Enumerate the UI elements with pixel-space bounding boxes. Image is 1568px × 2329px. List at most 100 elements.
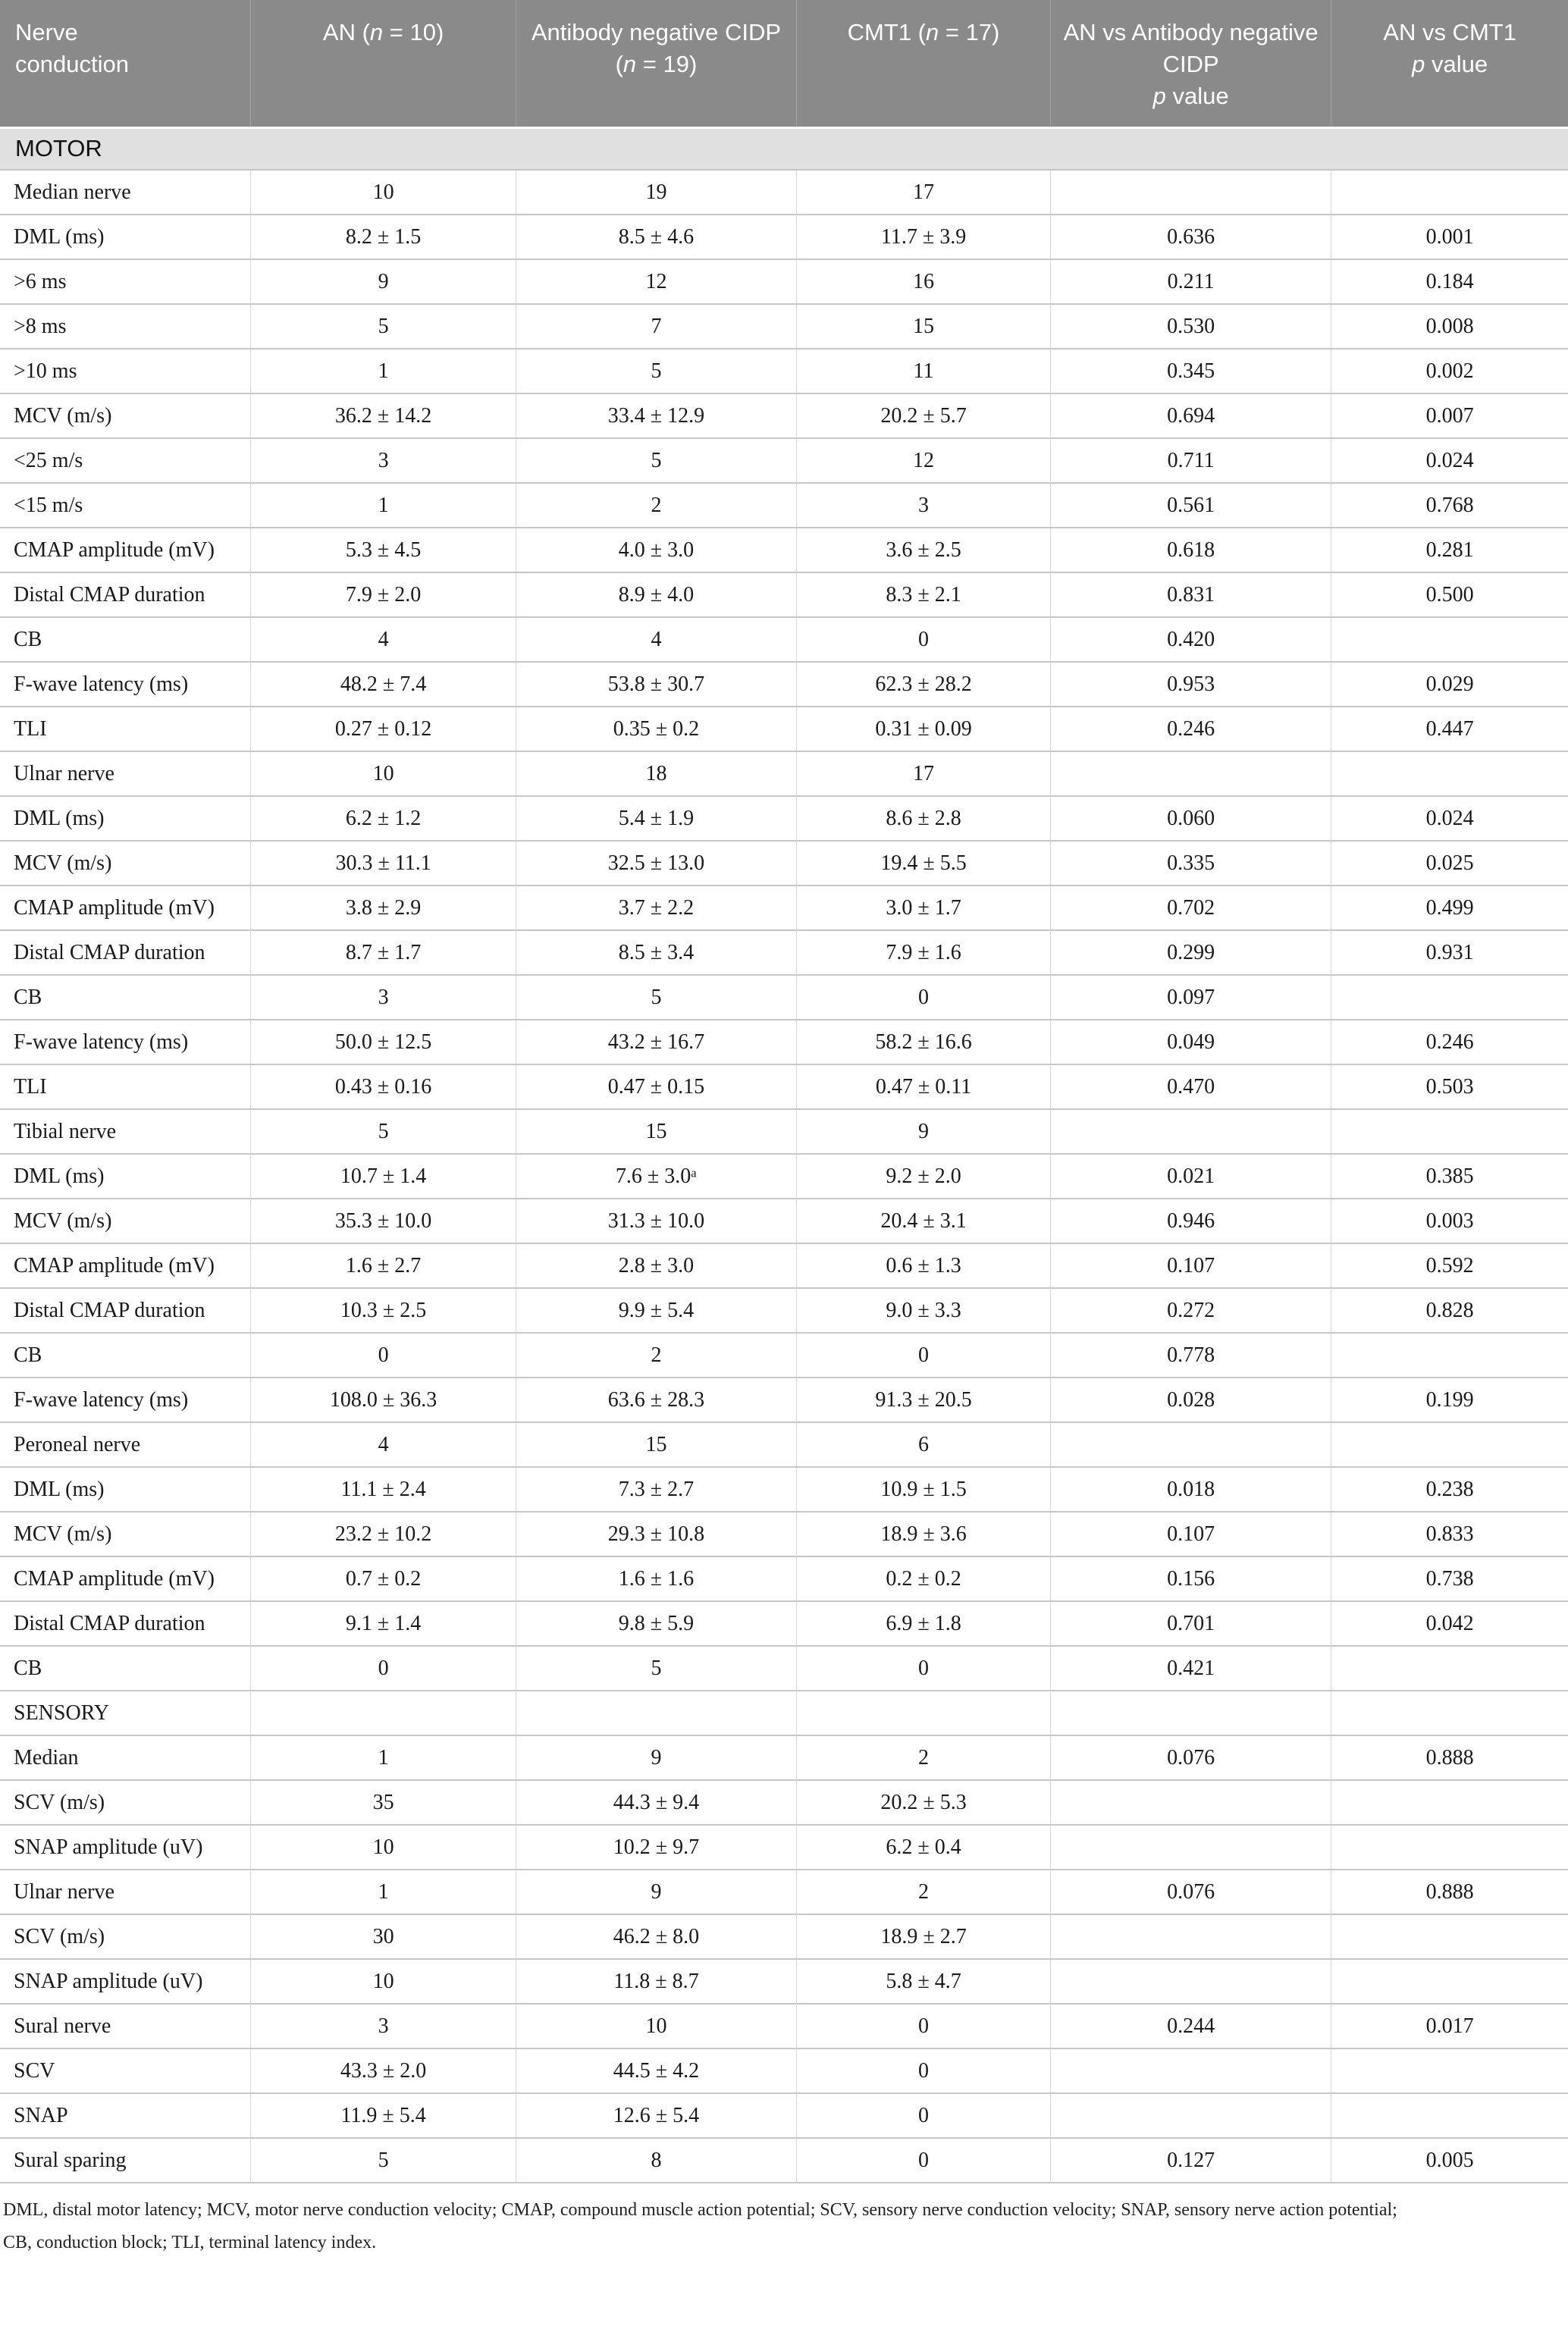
value-cell: 32.5 ± 13.0 [515,840,797,886]
column-header-label: Nerve conduction [15,19,129,77]
table-row: >6 ms 9 12 16 0.211 0.184 [0,259,1568,304]
value-cell: 0.470 [1050,1064,1331,1109]
table-row: Ulnar nerve 1 9 2 0.076 0.888 [0,1869,1568,1914]
table-header: Nerve conduction AN (n = 10) Antibody ne… [0,0,1568,127]
table-row: Distal CMAP duration 7.9 ± 2.0 8.9 ± 4.0 8.… [0,572,1568,617]
value-cell: 44.5 ± 4.2 [515,2048,797,2093]
value-cell: 1 [250,482,516,528]
value-cell: 0.694 [1050,393,1331,438]
table-row: >8 ms 5 7 15 0.530 0.008 [0,303,1568,349]
value-cell: 91.3 ± 20.5 [796,1377,1051,1422]
value-cell [1050,1824,1331,1870]
value-cell: 0.530 [1050,303,1331,349]
value-cell: 9 [796,1108,1051,1154]
row-label: F-wave latency (ms) [0,661,251,707]
value-cell: 0.385 [1331,1153,1568,1199]
value-cell: 17 [796,751,1051,796]
value-cell: 9.9 ± 5.4 [515,1287,797,1333]
column-header-an-vs-cidp-pvalue: AN vs Antibody negative CIDP p value [1050,0,1331,127]
value-cell: 16 [796,259,1051,304]
value-cell: 30 [250,1914,516,1959]
value-cell: 0.127 [1050,2137,1331,2183]
value-cell: 0.778 [1050,1332,1331,1378]
row-label: CMAP amplitude (mV) [0,527,251,572]
value-cell: 2.8 ± 3.0 [515,1243,797,1288]
value-cell [1050,1108,1331,1154]
value-cell: 0.005 [1331,2137,1568,2183]
value-cell: 18.9 ± 2.7 [796,1914,1051,1959]
value-cell: 9.2 ± 2.0 [796,1153,1051,1199]
row-label: CB [0,1332,251,1378]
value-cell: 3.8 ± 2.9 [250,885,516,930]
value-cell [1050,751,1331,796]
value-cell: 0 [796,2092,1051,2138]
table-row: TLI 0.27 ± 0.12 0.35 ± 0.2 0.31 ± 0.09 0.246… [0,706,1568,751]
value-cell: 4 [250,616,516,662]
value-cell: 2 [515,482,797,528]
value-cell: 12 [796,437,1051,483]
value-cell: 0 [250,1645,516,1691]
value-cell: 53.8 ± 30.7 [515,661,797,707]
table-row: F-wave latency (ms) 48.2 ± 7.4 53.8 ± 30.7… [0,661,1568,707]
value-cell: 0.002 [1331,348,1568,393]
footnote-line: CB, conduction block; TLI, terminal late… [3,2233,377,2253]
value-cell: 9.8 ± 5.9 [515,1600,797,1646]
value-cell: 0.500 [1331,572,1568,617]
row-label: CB [0,974,251,1020]
section-row: MOTOR [0,126,1568,171]
value-cell: 9 [515,1869,797,1914]
value-cell: 0.107 [1050,1511,1331,1556]
value-cell: 0.184 [1331,259,1568,304]
value-cell [1331,974,1568,1020]
table-row: DML (ms) 8.2 ± 1.5 8.5 ± 4.6 11.7 ± 3.9 0.63… [0,214,1568,259]
value-cell: 8.3 ± 2.1 [796,572,1051,617]
value-cell: 0.888 [1331,1869,1568,1914]
value-cell: 0.028 [1050,1377,1331,1422]
row-label: DML (ms) [0,1153,251,1199]
column-header-nerve-conduction: Nerve conduction [0,0,251,127]
table-row: F-wave latency (ms) 108.0 ± 36.3 63.6 ± 28… [0,1377,1568,1422]
value-cell: 9 [515,1735,797,1780]
row-label: >6 ms [0,259,251,304]
table-row: Median 1 9 2 0.076 0.888 [0,1735,1568,1780]
value-cell: 0.244 [1050,2003,1331,2048]
table-row: MCV (m/s) 36.2 ± 14.2 33.4 ± 12.9 20.2 ± 5.… [0,393,1568,438]
value-cell: 30.3 ± 11.1 [250,840,516,886]
row-label: CB [0,616,251,662]
row-label: <15 m/s [0,482,251,528]
row-label: DML (ms) [0,1466,251,1512]
value-cell: 11.9 ± 5.4 [250,2092,516,2138]
table-row: CB 4 4 0 0.420 [0,616,1568,662]
value-cell [796,1690,1051,1735]
value-cell [1331,1914,1568,1959]
header-row: Nerve conduction AN (n = 10) Antibody ne… [0,0,1568,127]
table-row: MCV (m/s) 23.2 ± 10.2 29.3 ± 10.8 18.9 ± 3.… [0,1511,1568,1556]
value-cell: 0.592 [1331,1243,1568,1288]
value-cell [1331,1422,1568,1467]
value-cell: 1 [250,1869,516,1914]
table-row: SNAP amplitude (uV) 10 10.2 ± 9.7 6.2 ± 0.4 [0,1824,1568,1870]
table-row: DML (ms) 10.7 ± 1.4 7.6 ± 3.0ᵃ 9.2 ± 2.0 0.0… [0,1153,1568,1199]
value-cell: 8.7 ± 1.7 [250,929,516,975]
row-label: MCV (m/s) [0,840,251,886]
value-cell: 0.2 ± 0.2 [796,1556,1051,1601]
column-header-an: AN (n = 10) [250,0,516,127]
table-row: SCV (m/s) 30 46.2 ± 8.0 18.9 ± 2.7 [0,1914,1568,1959]
value-cell: 0.953 [1050,661,1331,707]
value-cell: 0.421 [1050,1645,1331,1691]
value-cell: 12.6 ± 5.4 [515,2092,797,2138]
value-cell: 5 [250,303,516,349]
value-cell: 8.6 ± 2.8 [796,795,1051,841]
row-label: SNAP [0,2092,251,2138]
value-cell: 5.4 ± 1.9 [515,795,797,841]
value-cell: 0.238 [1331,1466,1568,1512]
value-cell: 10 [250,169,516,215]
table-row: CB 3 5 0 0.097 [0,974,1568,1020]
value-cell: 11.7 ± 3.9 [796,214,1051,259]
row-label: >10 ms [0,348,251,393]
value-cell: 0.021 [1050,1153,1331,1199]
value-cell: 33.4 ± 12.9 [515,393,797,438]
value-cell [1050,169,1331,215]
value-cell: 0.27 ± 0.12 [250,706,516,751]
value-cell: 5 [515,1645,797,1691]
